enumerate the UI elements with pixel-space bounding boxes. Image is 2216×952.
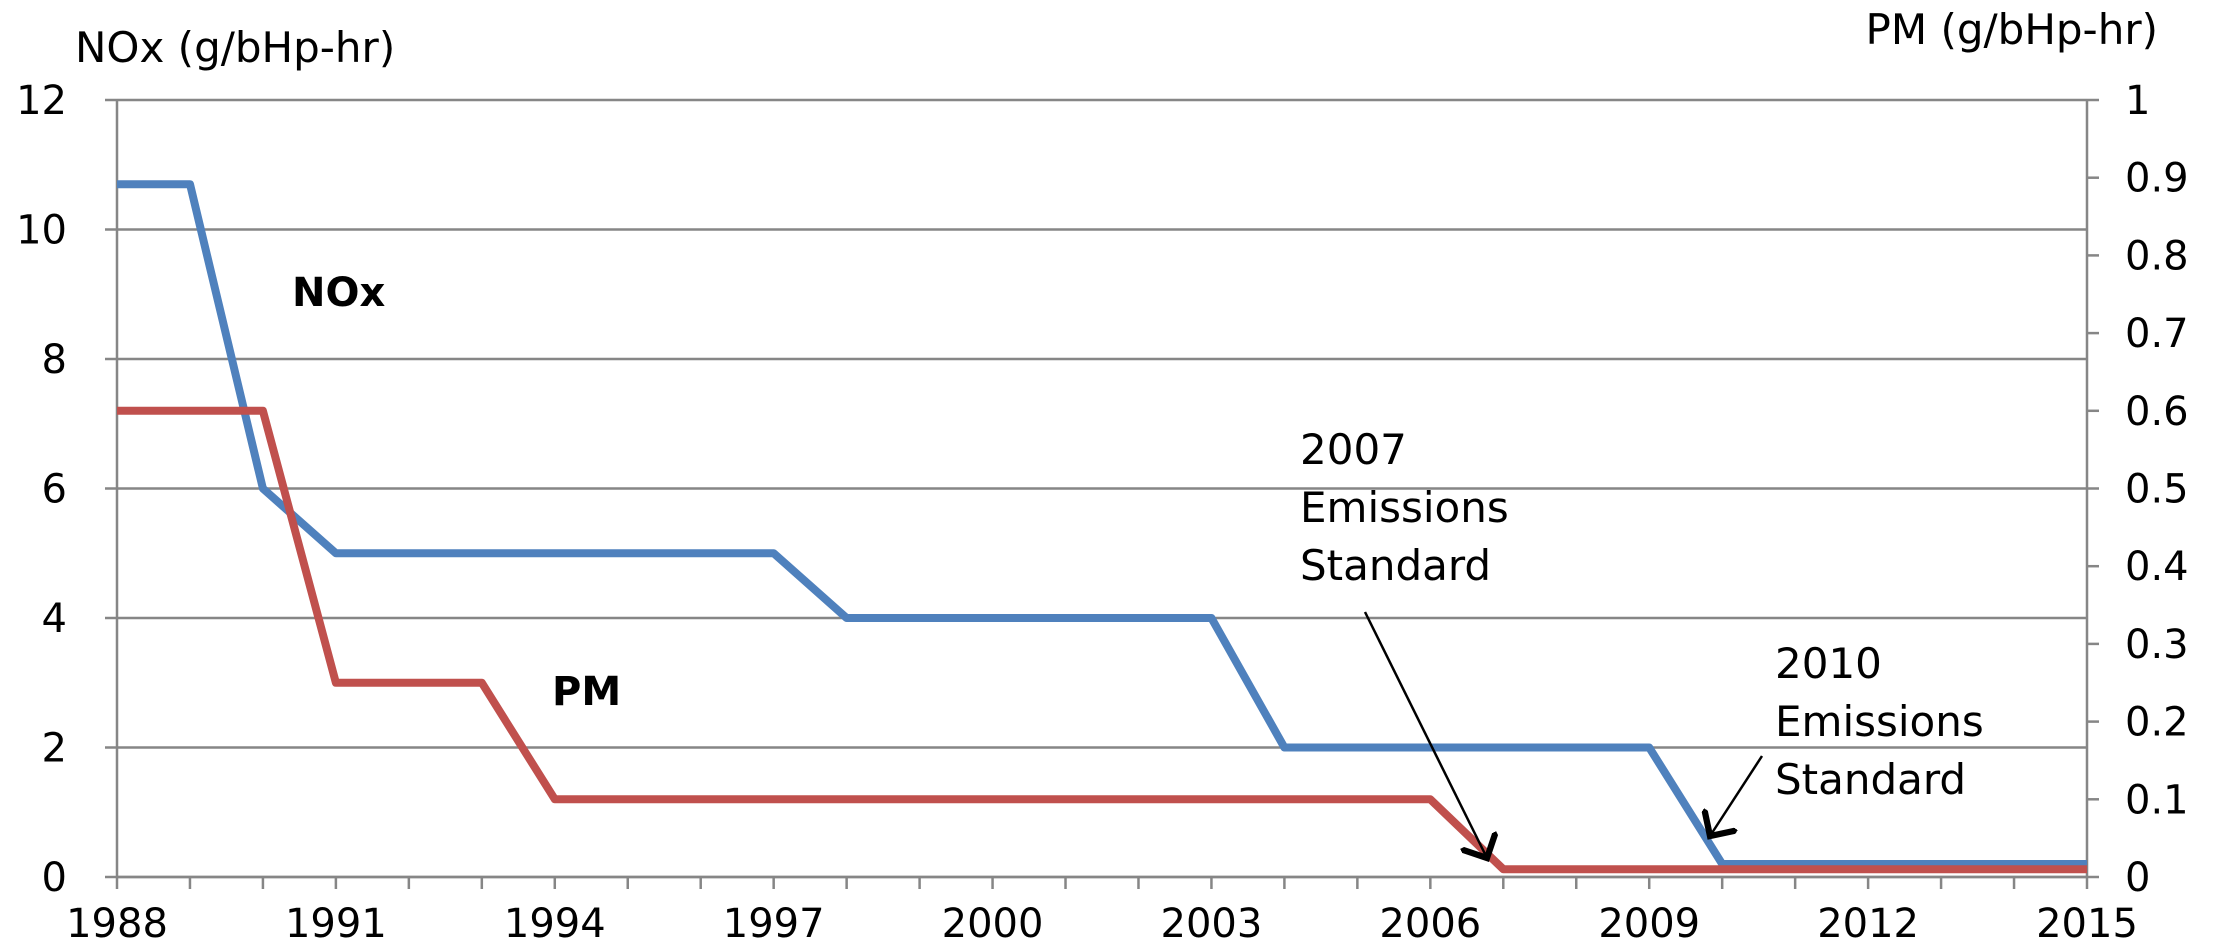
tick-labels: 1988 1991 1994 1997 2000 2003 2006 2009 2012 2015…: [16, 78, 2189, 947]
annotation-text: 2007: [1300, 425, 1407, 474]
y-left-tick-label: 2: [42, 726, 67, 772]
y-left-tick-label: 6: [42, 467, 67, 513]
annotation-arrow: [1710, 755, 1764, 836]
x-tick-label: 2006: [1379, 901, 1481, 947]
annotation-arrow: [1363, 611, 1487, 858]
y-left-tick-label: 12: [16, 78, 67, 124]
x-tick-label: 1994: [504, 901, 606, 947]
y-right-tick-label: 0.3: [2125, 622, 2189, 668]
annotation-text: Standard: [1775, 755, 1966, 804]
y-left-axis-title: NOx (g/bHp-hr): [75, 23, 395, 72]
y-right-tick-label: 0.9: [2125, 156, 2189, 202]
nox-series-label: NOx: [292, 270, 385, 316]
annotation-text: Standard: [1300, 541, 1491, 590]
annotations: 2007 Emissions Standard 2010 Emissions Standa…: [1300, 425, 1984, 858]
x-tick-label: 2003: [1161, 901, 1263, 947]
x-tick-label: 2012: [1817, 901, 1919, 947]
x-tick-label: 1988: [66, 901, 168, 947]
y-right-tick-label: 0.4: [2125, 544, 2189, 590]
plot-frame: [105, 98, 2099, 889]
x-tick-label: 1991: [285, 901, 387, 947]
y-left-tick-label: 8: [42, 337, 67, 383]
y-right-tick-label: 0.7: [2125, 311, 2189, 357]
y-right-tick-label: 0: [2125, 855, 2150, 901]
pm-series-label: PM: [552, 669, 621, 715]
y-right-tick-label: 0.1: [2125, 777, 2189, 823]
x-tick-label: 2000: [942, 901, 1044, 947]
annotation-text: Emissions: [1300, 483, 1509, 532]
y-right-tick-label: 0.6: [2125, 389, 2189, 435]
annotation-text: 2010: [1775, 639, 1882, 688]
x-tick-label: 2009: [1598, 901, 1700, 947]
y-right-tick-label: 1: [2125, 78, 2150, 124]
annotation-text: Emissions: [1775, 697, 1984, 746]
nox-series-line: [117, 180, 2087, 868]
y-right-tick-label: 0.5: [2125, 467, 2189, 513]
y-right-tick-label: 0.2: [2125, 700, 2189, 746]
y-left-tick-label: 4: [42, 596, 67, 642]
x-tick-label: 2015: [2036, 901, 2138, 947]
y-right-axis-title: PM (g/bHp-hr): [1866, 5, 2158, 54]
y-left-tick-label: 10: [16, 208, 67, 254]
x-tick-label: 1997: [723, 901, 825, 947]
y-right-tick-label: 0.8: [2125, 233, 2189, 279]
y-left-tick-label: 0: [42, 855, 67, 901]
